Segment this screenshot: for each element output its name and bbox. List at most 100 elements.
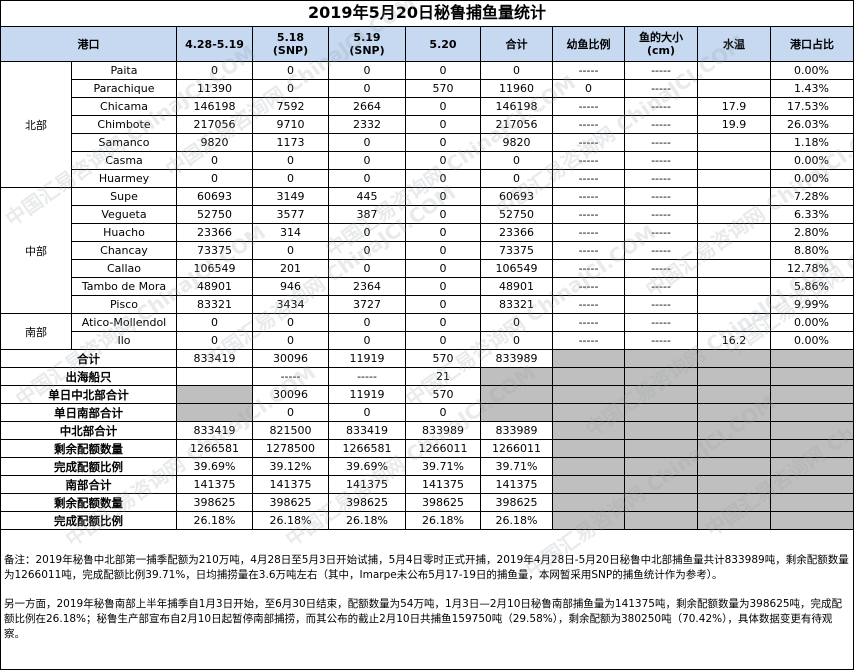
summary-c2: 26.18% — [252, 511, 329, 530]
summary-total: 398625 — [480, 493, 553, 512]
summary-blank-cell — [697, 421, 771, 440]
cell-c3: 387 — [328, 205, 406, 224]
cell-temp — [697, 223, 771, 242]
port-name: Supe — [71, 187, 177, 206]
summary-c3: 1266581 — [328, 439, 406, 458]
summary-c4: 0 — [405, 403, 481, 422]
cell-juvenile: ----- — [552, 241, 625, 260]
summary-c1: 39.69% — [176, 457, 253, 476]
summary-blank-cell — [624, 439, 698, 458]
table-row: Chimbote 217056 9710 2332 0 217056 ----- ----- 1… — [1, 115, 854, 134]
summary-label: 合计 — [0, 349, 177, 368]
cell-c1: 0 — [176, 331, 253, 350]
cell-juvenile: ----- — [552, 187, 625, 206]
summary-total: 26.18% — [480, 511, 553, 530]
cell-c1: 73375 — [176, 241, 253, 260]
cell-c3: 0 — [328, 61, 406, 80]
summary-blank-cell — [697, 439, 771, 458]
summary-c4: 39.71% — [405, 457, 481, 476]
cell-c1: 0 — [176, 151, 253, 170]
cell-share: 12.78% — [770, 259, 854, 278]
header-may19: 5.19 (SNP) — [328, 26, 406, 62]
cell-c4: 0 — [405, 241, 481, 260]
summary-blank-cell — [770, 349, 854, 368]
note-north: 备注：2019年秘鲁中北部第一捕季配额为210万吨，4月28日至5月3日开始试捕… — [4, 554, 849, 581]
cell-c3: 0 — [328, 331, 406, 350]
summary-blank-cell — [552, 511, 625, 530]
table-row: Tambo de Mora 48901 946 2364 0 48901 ----- ----… — [1, 277, 854, 296]
summary-blank-cell — [697, 385, 771, 404]
cell-c3: 0 — [328, 313, 406, 332]
cell-size: ----- — [624, 61, 698, 80]
summary-c4: 141375 — [405, 475, 481, 494]
cell-total: 52750 — [480, 205, 553, 224]
cell-c2: 9710 — [252, 115, 329, 134]
cell-total: 11960 — [480, 79, 553, 98]
port-name: Atico-Mollendol — [71, 313, 177, 332]
cell-c3: 2664 — [328, 97, 406, 116]
cell-c1: 0 — [176, 169, 253, 188]
summary-c3: 39.69% — [328, 457, 406, 476]
cell-c1: 11390 — [176, 79, 253, 98]
cell-total: 146198 — [480, 97, 553, 116]
header-may18-date: 5.18 — [276, 31, 305, 44]
summary-label: 完成配额比例 — [0, 457, 177, 476]
summary-c1: 1266581 — [176, 439, 253, 458]
summary-blank-cell — [552, 421, 625, 440]
cell-share: 6.33% — [770, 205, 854, 224]
cell-juvenile: ----- — [552, 259, 625, 278]
table-header: 港口 4.28-5.19 5.18 (SNP) 5.19 (SNP) 5.20 合计… — [0, 26, 854, 62]
cell-temp — [697, 133, 771, 152]
summary-c2: 30096 — [252, 385, 329, 404]
port-name: Vegueta — [71, 205, 177, 224]
table-row: Vegueta 52750 3577 387 0 52750 ----- ----- 6.33% — [1, 205, 854, 224]
port-name: Huarmey — [71, 169, 177, 188]
cell-share: 0.00% — [770, 169, 854, 188]
cell-juvenile: ----- — [552, 313, 625, 332]
summary-total — [480, 403, 553, 422]
cell-temp: 19.9 — [697, 115, 771, 134]
cell-juvenile: ----- — [552, 169, 625, 188]
summary-label: 完成配额比例 — [0, 511, 177, 530]
table-row: 中部 Supe 60693 3149 445 0 60693 ----- ----- 7.28% — [0, 187, 854, 314]
header-juvenile: 幼鱼比例 — [552, 26, 625, 62]
cell-share: 9.99% — [770, 295, 854, 314]
cell-c4: 570 — [405, 79, 481, 98]
cell-share: 0.00% — [770, 61, 854, 80]
port-name: Pisco — [71, 295, 177, 314]
summary-c1 — [176, 367, 253, 386]
cell-total: 73375 — [480, 241, 553, 260]
summary-blank-cell — [770, 493, 854, 512]
cell-juvenile: ----- — [552, 115, 625, 134]
cell-share: 1.18% — [770, 133, 854, 152]
summary-c2: ----- — [252, 367, 329, 386]
summary-c3: 0 — [328, 403, 406, 422]
cell-c2: 314 — [252, 223, 329, 242]
port-name: Samanco — [71, 133, 177, 152]
summary-blank-cell — [552, 349, 625, 368]
summary-row: 合计 833419 30096 11919 570 833989 — [0, 349, 854, 368]
cell-c2: 0 — [252, 331, 329, 350]
cell-c4: 0 — [405, 133, 481, 152]
table-row: Chancay 73375 0 0 0 73375 ----- ----- 8.80% — [1, 241, 854, 260]
summary-row: 中北部合计 833419 821500 833419 833989 833989 — [0, 421, 854, 440]
cell-c2: 1173 — [252, 133, 329, 152]
cell-c3: 445 — [328, 187, 406, 206]
summary-label: 中北部合计 — [0, 421, 177, 440]
table-row: Huacho 23366 314 0 0 23366 ----- ----- 2.80% — [1, 223, 854, 242]
cell-c4: 0 — [405, 61, 481, 80]
cell-size: ----- — [624, 205, 698, 224]
cell-c3: 3727 — [328, 295, 406, 314]
summary-label: 单日南部合计 — [0, 403, 177, 422]
summary-row: 完成配额比例 39.69% 39.12% 39.69% 39.71% 39.71% — [0, 457, 854, 476]
summary-total: 39.71% — [480, 457, 553, 476]
cell-juvenile: ----- — [552, 151, 625, 170]
summary-c3: 833419 — [328, 421, 406, 440]
cell-temp — [697, 79, 771, 98]
cell-size: ----- — [624, 151, 698, 170]
cell-c1: 217056 — [176, 115, 253, 134]
summary-total — [480, 367, 553, 386]
cell-c1: 0 — [176, 61, 253, 80]
cell-c3: 0 — [328, 241, 406, 260]
cell-c3: 2332 — [328, 115, 406, 134]
